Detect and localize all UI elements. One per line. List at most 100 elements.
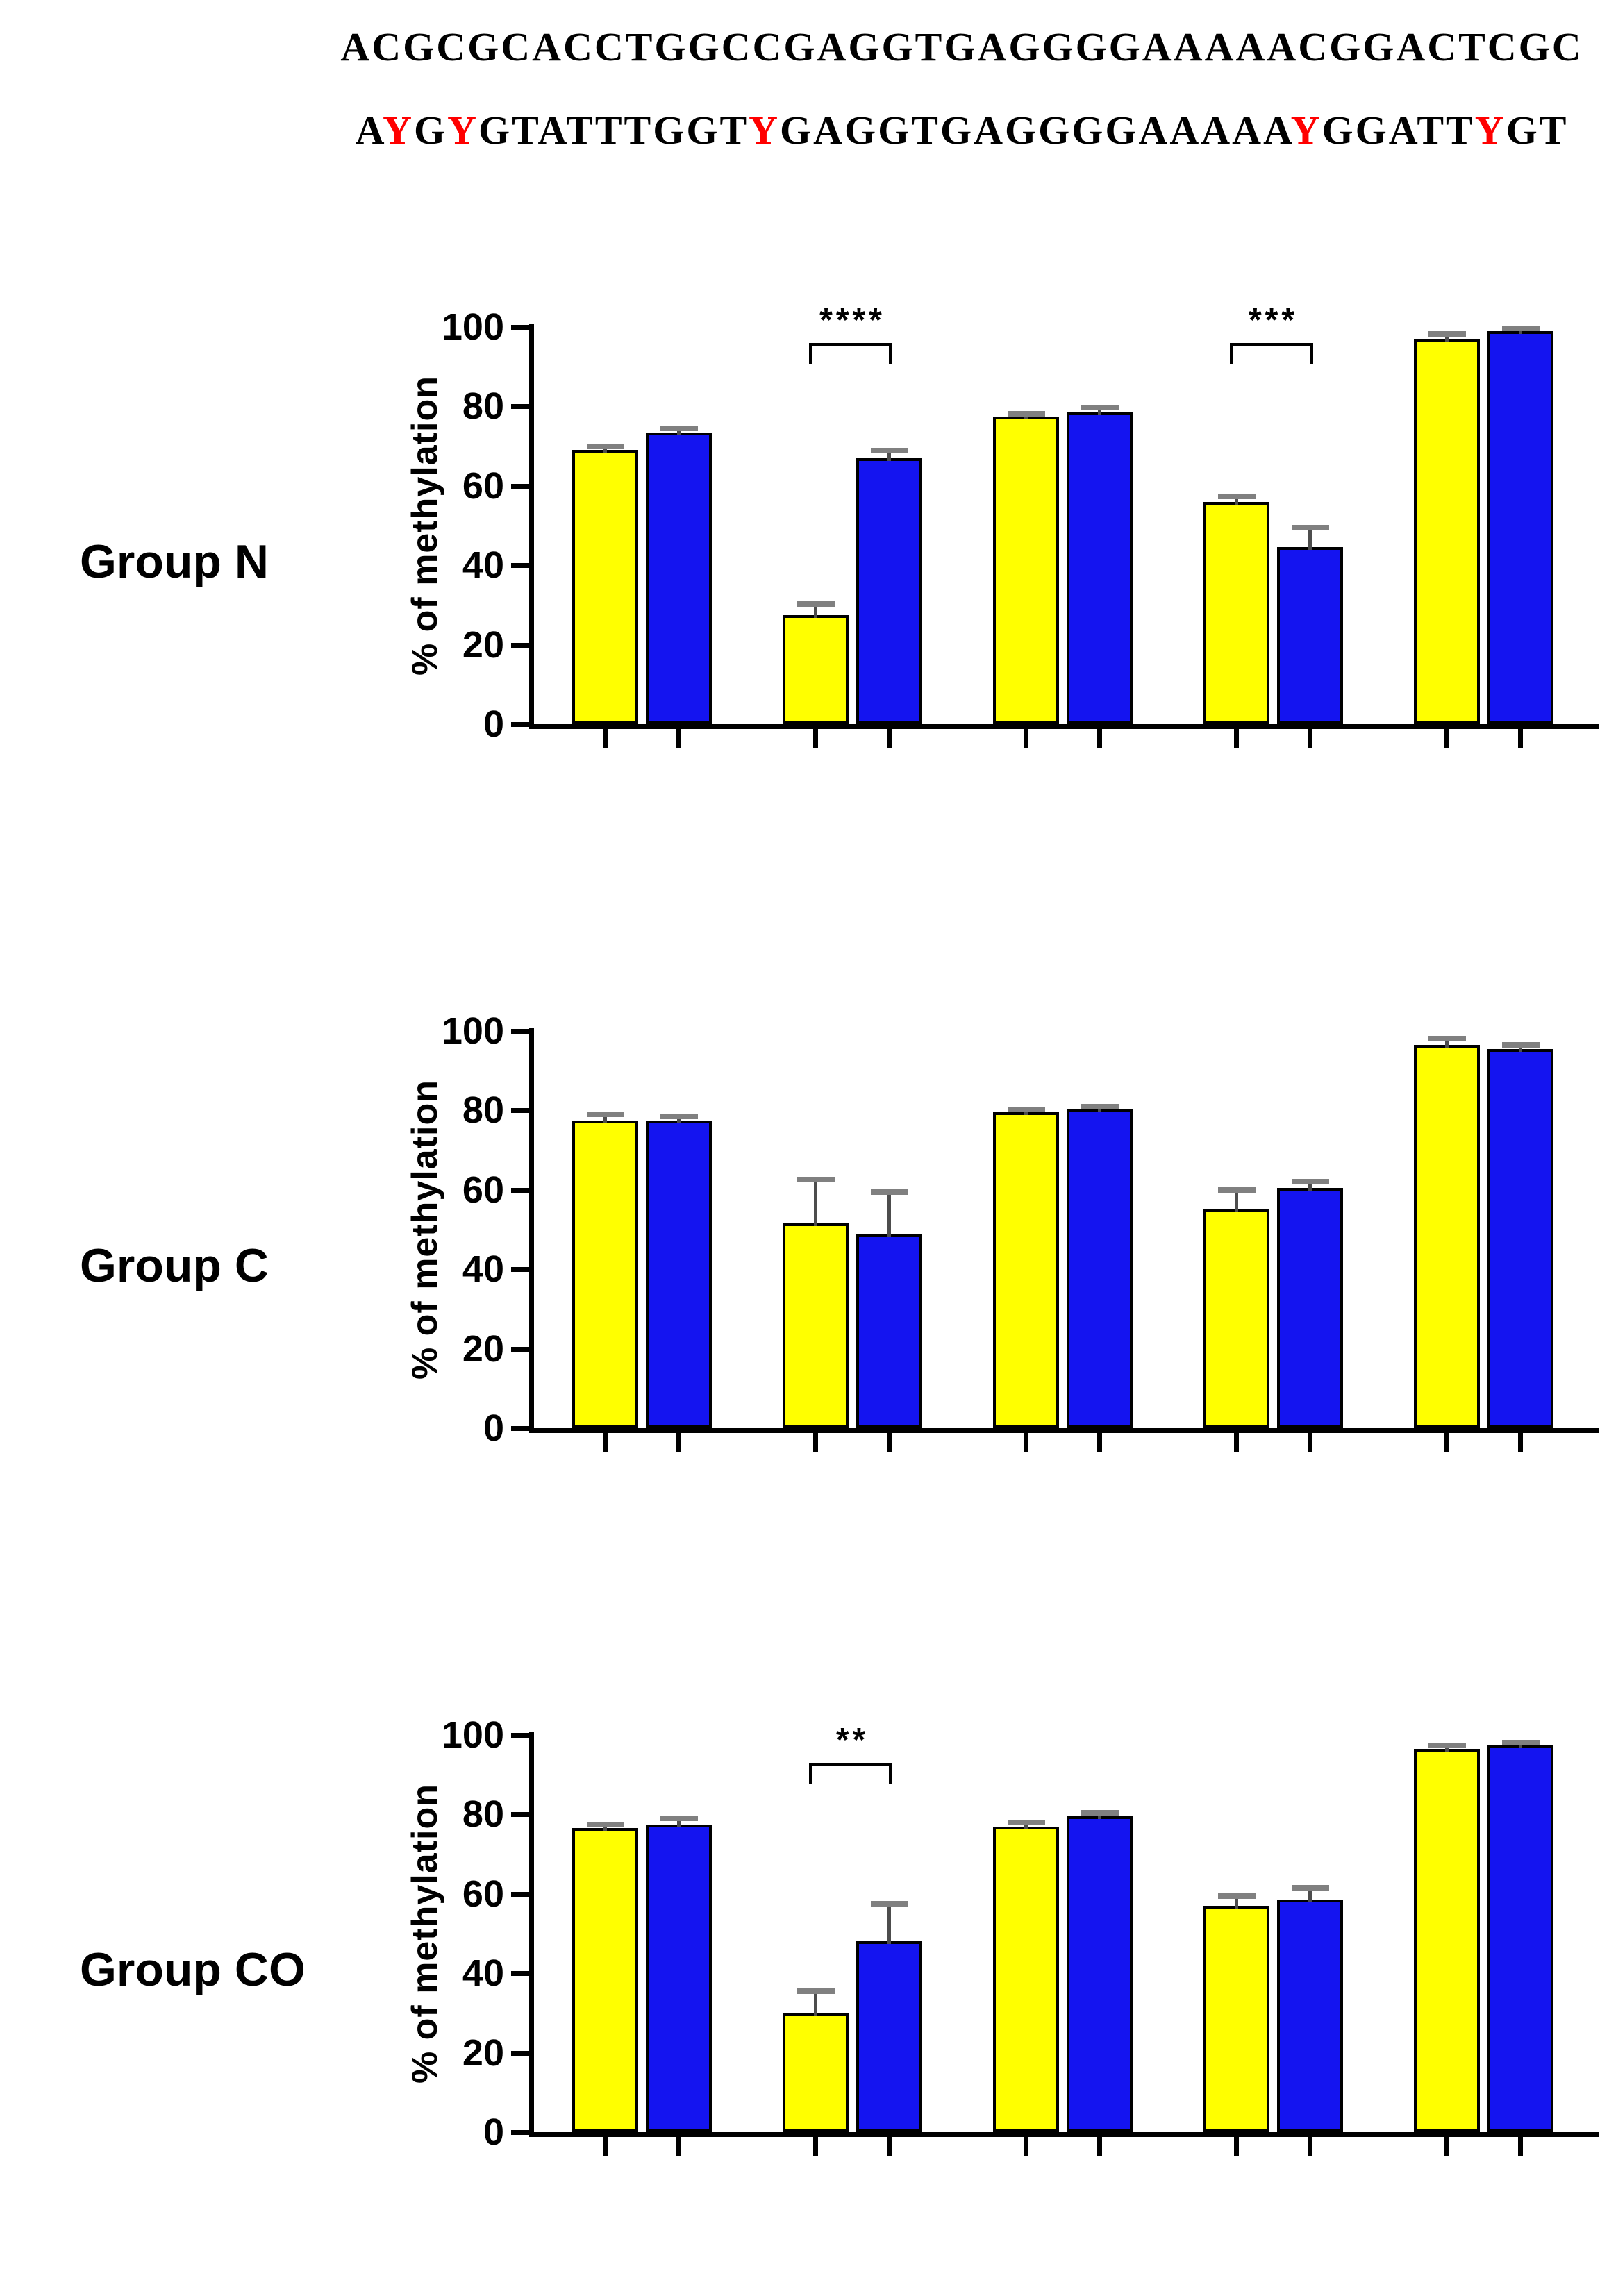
bar-NN_2	[856, 458, 922, 724]
y-tick	[511, 1267, 529, 1273]
y-tick-label: 100	[441, 1010, 504, 1052]
error-bar-CON_2	[887, 1904, 891, 1944]
error-cap-NN_4	[1291, 525, 1329, 530]
error-cap-CD_5	[1428, 1036, 1466, 1041]
bar-ND_3	[993, 417, 1059, 724]
significance-bracket-end	[808, 1763, 812, 1784]
bar-COD_4	[1203, 1906, 1269, 2132]
error-cap-ND_1	[586, 444, 624, 449]
x-tick	[603, 1433, 608, 1452]
error-bar-CD_2	[814, 1180, 817, 1226]
y-tick	[511, 1029, 529, 1034]
y-tick-label: 80	[462, 385, 504, 428]
y-tick-label: 40	[462, 544, 504, 587]
y-tick-label: 0	[483, 703, 504, 745]
highlighted-base: Y	[447, 108, 479, 153]
group-title: Group N	[80, 535, 269, 588]
error-bar-ND_1	[603, 446, 607, 453]
y-tick	[511, 722, 529, 727]
base: G	[686, 108, 720, 153]
error-cap-CD_1	[586, 1112, 624, 1117]
error-bar-COD_2	[814, 1991, 817, 2016]
significance-stars: ***	[1248, 302, 1299, 339]
bar-ND_2	[783, 615, 849, 724]
error-bar-COD_4	[1235, 1896, 1238, 1909]
y-tick	[511, 404, 529, 410]
error-cap-CN_1	[660, 1114, 698, 1119]
error-cap-CD_3	[1007, 1107, 1045, 1112]
error-cap-NN_5	[1501, 326, 1540, 331]
error-bar-ND_3	[1024, 414, 1028, 419]
x-tick	[1097, 729, 1102, 748]
base: A	[1138, 108, 1170, 153]
x-tick	[887, 729, 892, 748]
y-tick	[511, 2050, 529, 2056]
y-tick	[511, 1346, 529, 1352]
significance-bracket-end	[1229, 343, 1233, 364]
base: G	[1072, 108, 1106, 153]
x-axis-line	[529, 724, 1599, 729]
error-bar-CN_5	[1519, 1045, 1522, 1052]
error-bar-NN_2	[887, 451, 891, 461]
base: A	[1201, 108, 1233, 153]
y-tick-label: 0	[483, 1407, 504, 1449]
base: G	[1105, 108, 1139, 153]
bar-COD_3	[993, 1827, 1059, 2132]
y-tick	[511, 1733, 529, 1738]
highlighted-base: Y	[383, 108, 415, 153]
base: T	[911, 108, 940, 153]
base: G	[878, 108, 912, 153]
error-bar-CD_4	[1235, 1190, 1238, 1212]
error-cap-ND_4	[1217, 494, 1256, 499]
x-tick	[1444, 2137, 1449, 2156]
base: A	[813, 108, 845, 153]
bar-CD_5	[1414, 1045, 1480, 1428]
x-tick	[1444, 729, 1449, 748]
base: T	[624, 108, 653, 153]
error-cap-CON_2	[870, 1901, 908, 1907]
bar-COD_1	[572, 1828, 638, 2132]
y-tick	[511, 1108, 529, 1114]
x-tick	[1024, 2137, 1028, 2156]
error-cap-CON_1	[660, 1816, 698, 1821]
bar-COD_5	[1414, 1749, 1480, 2132]
base: T	[1417, 108, 1447, 153]
error-bar-COD_5	[1445, 1745, 1449, 1752]
significance-bracket	[808, 1763, 892, 1766]
y-tick-label: 40	[462, 1952, 504, 1995]
base: A	[1263, 108, 1291, 153]
bar-COD_2	[783, 2013, 849, 2132]
base: G	[1005, 108, 1039, 153]
y-tick-label: 0	[483, 2111, 504, 2153]
bar-CN_3	[1067, 1109, 1133, 1428]
bar-CD_2	[783, 1223, 849, 1428]
bar-CON_5	[1487, 1745, 1553, 2132]
base: T	[512, 108, 538, 153]
y-tick-label: 80	[462, 1793, 504, 1836]
x-tick	[1518, 2137, 1523, 2156]
bar-CON_3	[1067, 1816, 1133, 2132]
bar-NN_5	[1487, 331, 1553, 724]
y-tick-label: 100	[441, 1714, 504, 1756]
x-tick	[1518, 729, 1523, 748]
significance-bracket-end	[888, 343, 892, 364]
error-cap-CN_4	[1291, 1179, 1329, 1184]
dna-sequence-bisulfite-converted: AYGYGTATTTGGTYGAGGTGAGGGGAAAAAYGGATTYGT	[356, 107, 1569, 153]
base: G	[940, 108, 974, 153]
bar-CN_2	[856, 1234, 922, 1428]
y-tick-label: 20	[462, 623, 504, 666]
bar-NN_3	[1067, 412, 1133, 724]
error-bar-CN_1	[677, 1116, 681, 1123]
highlighted-base: Y	[1290, 108, 1322, 153]
base: T	[719, 108, 749, 153]
error-bar-CN_4	[1308, 1182, 1312, 1191]
base: A	[537, 108, 567, 153]
bar-CON_4	[1277, 1900, 1343, 2132]
base: G	[1038, 108, 1072, 153]
y-tick	[511, 325, 529, 330]
base: T	[1539, 108, 1569, 153]
bar-CN_1	[646, 1121, 712, 1428]
base: A	[1388, 108, 1417, 153]
base: G	[1322, 108, 1356, 153]
